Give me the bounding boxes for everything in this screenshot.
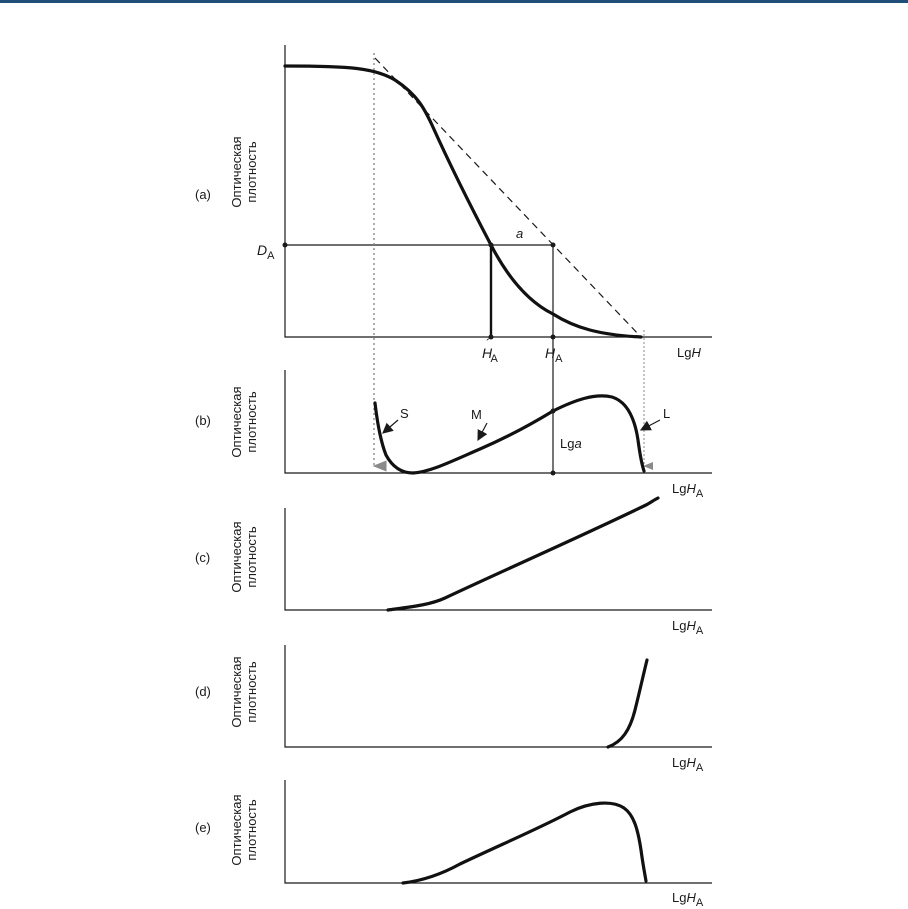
panel-a-ylabel-line1: Оптическая bbox=[229, 136, 244, 207]
panel-a-ylabel-line2: плотность bbox=[244, 141, 259, 203]
panel-a: (a) Оптическая плотность LgH DA a H´A HA bbox=[195, 45, 712, 473]
panel-b-xlabel: LgHA bbox=[672, 481, 704, 500]
panel-c-label: (c) bbox=[195, 550, 210, 565]
panel-b-bottom-point bbox=[550, 470, 556, 476]
panel-c-axes bbox=[284, 508, 712, 611]
panel-b-ylabel: Оптическая плотность bbox=[229, 386, 259, 457]
panel-d-xlabel: LgHA bbox=[672, 755, 704, 774]
panel-e: (e) Оптическая плотность LgHA bbox=[195, 780, 712, 909]
panel-b-m-arrow bbox=[477, 422, 488, 442]
panel-b-m-label: M bbox=[471, 407, 482, 422]
panel-a-intersect-point bbox=[488, 242, 494, 248]
panel-b-top-point bbox=[550, 408, 556, 414]
panel-e-ylabel: Оптическая плотность bbox=[229, 794, 259, 865]
panel-b-ylabel-line1: Оптическая bbox=[229, 386, 244, 457]
panel-c-curve bbox=[386, 496, 660, 612]
panel-c-ylabel: Оптическая плотность bbox=[229, 521, 259, 592]
panel-d-ylabel-line2: плотность bbox=[244, 661, 259, 723]
panel-c-xlabel: LgHA bbox=[672, 618, 704, 637]
panel-a-xlabel: LgH bbox=[677, 345, 701, 360]
panel-b-ylabel-line2: плотность bbox=[244, 391, 259, 453]
panel-d-ylabel-line1: Оптическая bbox=[229, 656, 244, 727]
panel-e-xlabel: LgHA bbox=[672, 890, 704, 909]
panel-b: (b) Оптическая плотность LgHA S M L Lga bbox=[195, 370, 712, 500]
panel-a-a-label: a bbox=[516, 226, 523, 241]
panel-b-s-arrow bbox=[382, 419, 399, 434]
panel-a-tangent bbox=[374, 57, 642, 338]
panel-b-l-label: L bbox=[663, 406, 670, 421]
panel-d: (d) Оптическая плотность LgHA bbox=[195, 645, 712, 774]
panel-e-ylabel-line2: плотность bbox=[244, 799, 259, 861]
panel-a-axes bbox=[284, 45, 712, 338]
panel-a-curve bbox=[283, 64, 643, 339]
top-rule bbox=[0, 0, 908, 3]
panel-a-h-prime-label: H´A bbox=[482, 336, 498, 365]
panel-a-h-point bbox=[550, 334, 556, 340]
panel-a-da-point bbox=[282, 242, 288, 248]
panel-e-axes bbox=[284, 780, 712, 884]
panel-b-l-arrow bbox=[639, 419, 661, 431]
panel-a-h-label: HA bbox=[545, 345, 563, 365]
panel-e-label: (e) bbox=[195, 820, 211, 835]
panel-a-da-label: DA bbox=[257, 242, 275, 262]
panel-a-label: (a) bbox=[195, 187, 211, 202]
panel-a-h-top-point bbox=[550, 242, 556, 248]
panel-b-label: (b) bbox=[195, 413, 211, 428]
panel-d-axes bbox=[284, 645, 712, 748]
panel-c-ylabel-line1: Оптическая bbox=[229, 521, 244, 592]
panel-b-axes bbox=[284, 370, 712, 474]
panel-b-lga-label: Lga bbox=[560, 436, 582, 451]
panel-a-ylabel: Оптическая плотность bbox=[229, 136, 259, 207]
panel-e-ylabel-line1: Оптическая bbox=[229, 794, 244, 865]
panel-b-s-label: S bbox=[400, 406, 409, 421]
panel-a-h-prime-point bbox=[488, 334, 494, 340]
panel-c: (c) Оптическая плотность LgHA bbox=[195, 496, 712, 637]
panel-d-ylabel: Оптическая плотность bbox=[229, 656, 259, 727]
panel-b-curve bbox=[373, 394, 646, 475]
panel-d-label: (d) bbox=[195, 684, 211, 699]
panel-d-curve bbox=[606, 658, 649, 749]
panel-e-curve bbox=[401, 801, 648, 885]
panel-c-ylabel-line2: плотность bbox=[244, 526, 259, 588]
